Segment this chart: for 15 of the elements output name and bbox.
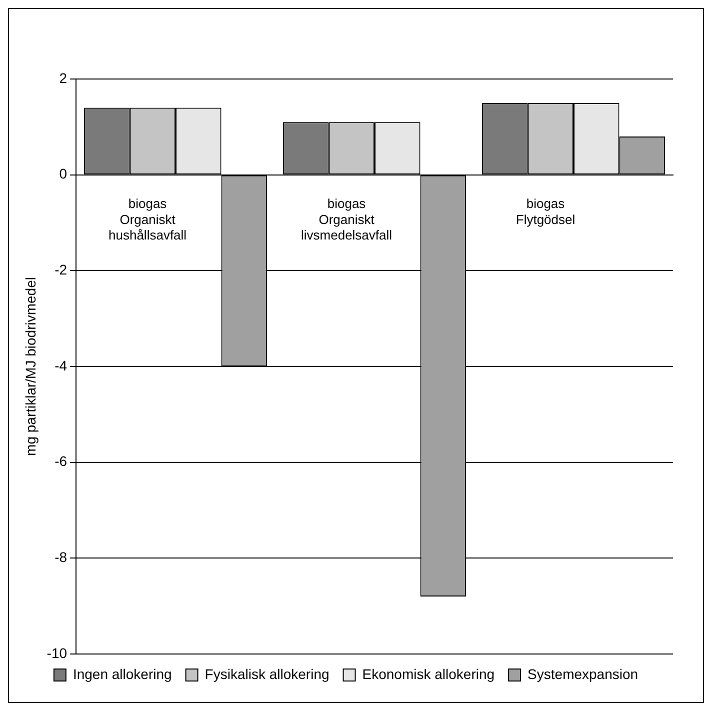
y-axis-title: mg partiklar/MJ biodrivmedel <box>22 277 38 456</box>
y-tick-label: -10 <box>46 644 68 661</box>
x-tick-label: biogas Flytgödsel <box>516 196 576 227</box>
y-tick-label: -2 <box>54 262 68 278</box>
legend-label: Fysikalisk allokering <box>204 666 330 682</box>
y-tick-label: -8 <box>54 549 68 566</box>
x-tick-label: biogas Organiskt hushållsavfall <box>108 196 187 242</box>
legend-label: Systemexpansion <box>528 666 638 682</box>
y-tick-label: -6 <box>54 453 68 470</box>
legend-label: Ekonomisk allokering <box>362 666 495 682</box>
y-tick-label: 2 <box>59 70 68 86</box>
legend-label: Ingen allokering <box>72 666 172 682</box>
y-tick-label: -4 <box>54 357 68 374</box>
y-tick-label: 0 <box>59 166 68 182</box>
x-tick-label: biogas Organiskt livsmedelsavfall <box>300 196 392 242</box>
